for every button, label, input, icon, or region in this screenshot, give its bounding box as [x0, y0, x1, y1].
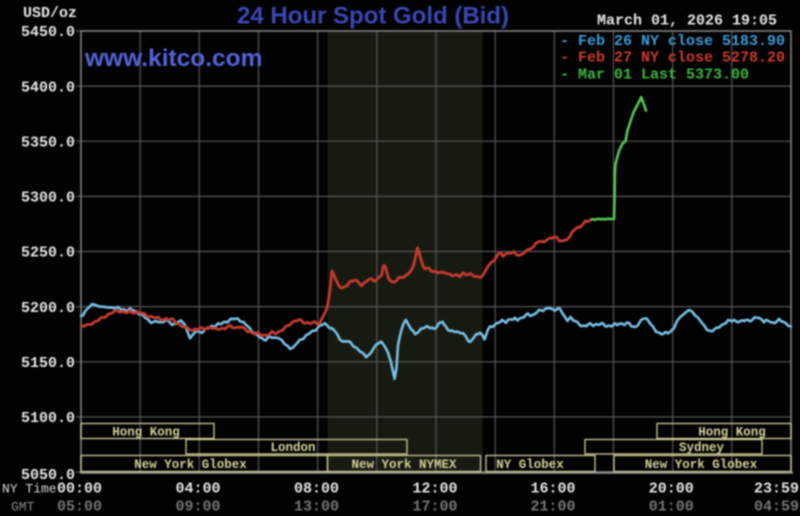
svg-text:04:00: 04:00 — [175, 481, 220, 498]
svg-text:5250.0: 5250.0 — [21, 245, 75, 262]
svg-text:- Feb 26 NY close 5183.90: - Feb 26 NY close 5183.90 — [560, 33, 785, 50]
svg-text:5150.0: 5150.0 — [21, 355, 75, 372]
svg-text:NY Time: NY Time — [2, 482, 57, 497]
svg-text:- Feb 27 NY close 5278.20: - Feb 27 NY close 5278.20 — [560, 50, 785, 67]
svg-text:GMT: GMT — [11, 500, 35, 515]
svg-text:www.kitco.com: www.kitco.com — [84, 45, 262, 72]
svg-text:00:00: 00:00 — [57, 481, 102, 498]
svg-text:12:00: 12:00 — [412, 481, 457, 498]
svg-text:21:00: 21:00 — [530, 499, 575, 516]
svg-text:17:00: 17:00 — [412, 499, 457, 516]
svg-text:04:59: 04:59 — [754, 499, 799, 516]
svg-text:13:00: 13:00 — [294, 499, 339, 516]
svg-text:5400.0: 5400.0 — [21, 79, 75, 96]
svg-text:5100.0: 5100.0 — [21, 410, 75, 427]
svg-text:01:00: 01:00 — [649, 499, 694, 516]
svg-text:New York Globex: New York Globex — [134, 458, 247, 472]
svg-text:05:00: 05:00 — [57, 499, 102, 516]
svg-text:5350.0: 5350.0 — [21, 134, 75, 151]
svg-text:23:59: 23:59 — [754, 481, 799, 498]
svg-text:Hong Kong: Hong Kong — [112, 425, 180, 439]
svg-text:5050.0: 5050.0 — [21, 467, 75, 484]
svg-text:09:00: 09:00 — [175, 499, 220, 516]
svg-text:USD/oz: USD/oz — [23, 5, 77, 22]
svg-text:5200.0: 5200.0 — [21, 300, 75, 317]
svg-text:New York Globex: New York Globex — [645, 458, 758, 472]
svg-text:New York NYMEX: New York NYMEX — [351, 458, 457, 472]
svg-text:NY Globex: NY Globex — [496, 458, 564, 472]
svg-text:20:00: 20:00 — [649, 481, 694, 498]
svg-text:Sydney: Sydney — [679, 441, 725, 455]
svg-text:5300.0: 5300.0 — [21, 190, 75, 207]
svg-text:08:00: 08:00 — [294, 481, 339, 498]
svg-text:Hong Kong: Hong Kong — [698, 425, 766, 439]
svg-text:24 Hour Spot Gold (Bid): 24 Hour Spot Gold (Bid) — [237, 3, 509, 30]
svg-text:- Mar 01 Last 5373.00: - Mar 01 Last 5373.00 — [560, 67, 749, 84]
svg-text:16:00: 16:00 — [530, 481, 575, 498]
svg-text:London: London — [270, 441, 315, 455]
svg-text:5450.0: 5450.0 — [21, 24, 75, 41]
svg-text:March 01, 2026 19:05: March 01, 2026 19:05 — [597, 13, 777, 30]
